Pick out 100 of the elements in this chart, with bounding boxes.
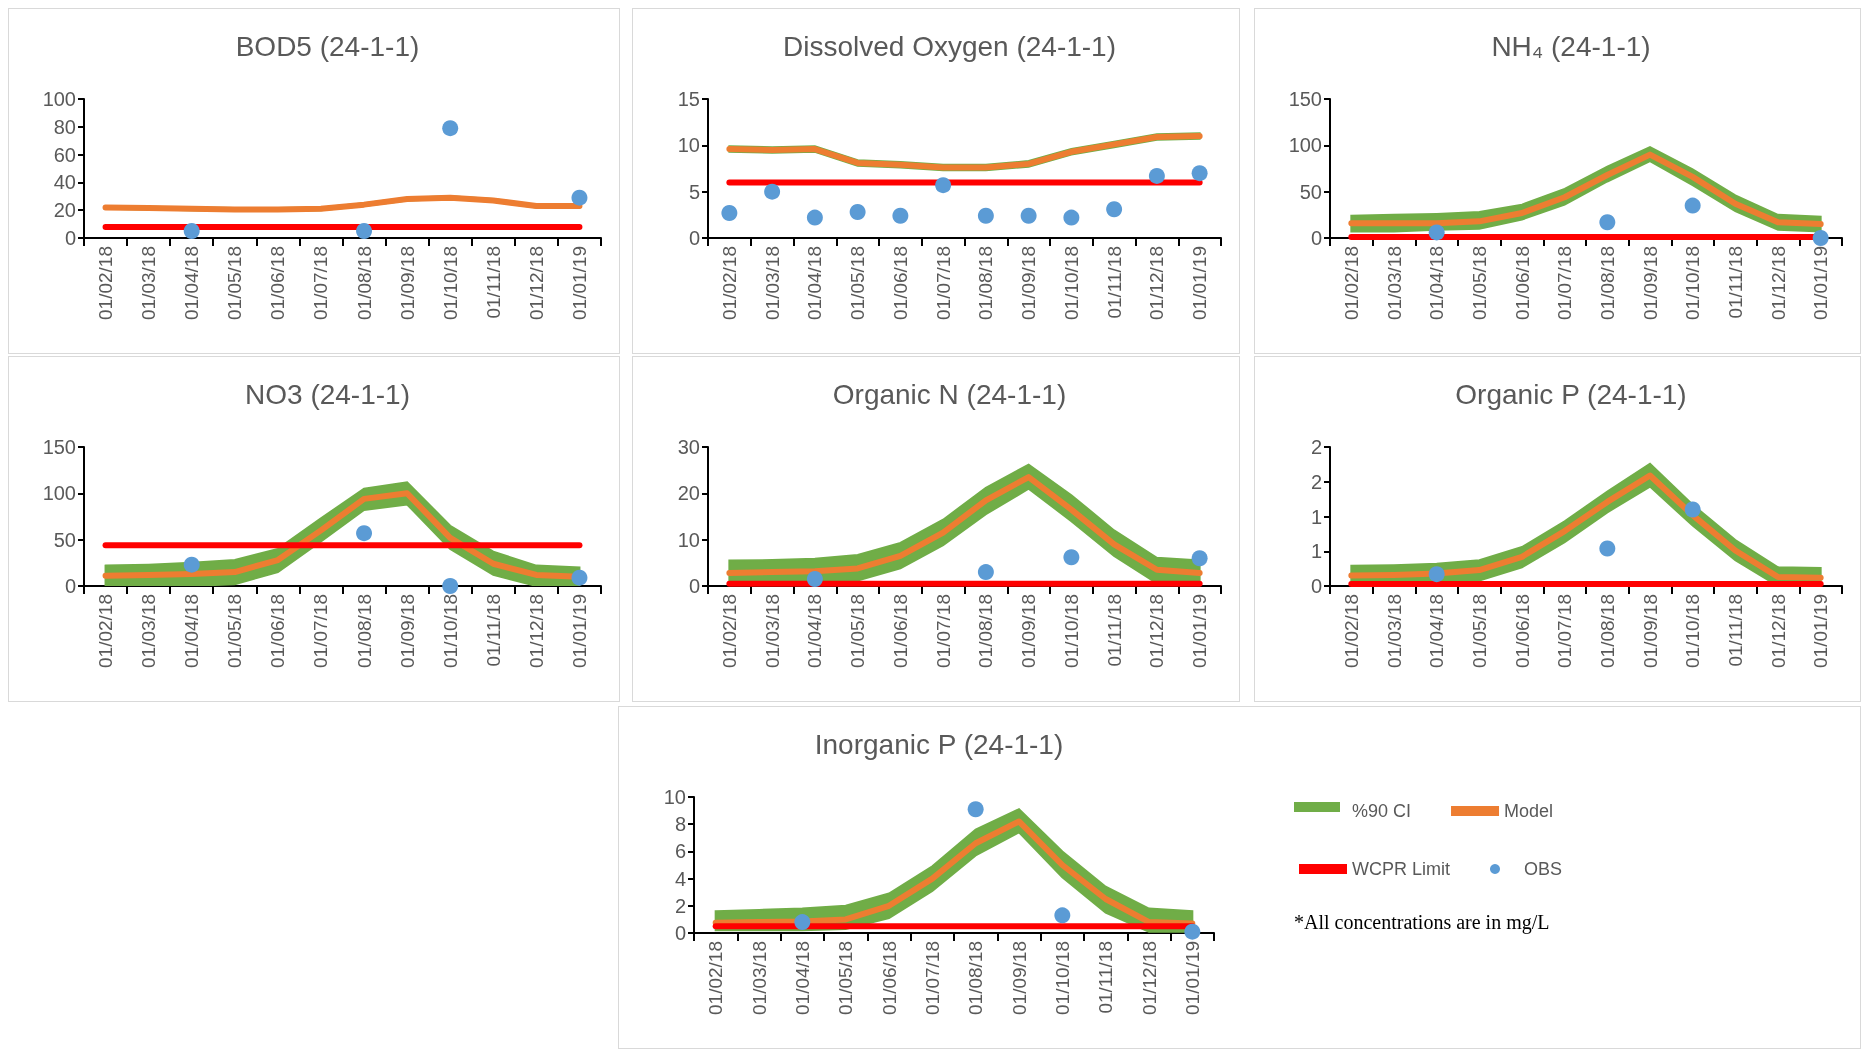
x-tick-label: 01/03/18 — [761, 246, 783, 320]
x-tick-label: 01/10/18 — [439, 594, 461, 668]
point — [806, 571, 823, 588]
x-tick-label: 01/03/18 — [138, 246, 160, 320]
y-tick-label: 150 — [42, 436, 76, 458]
x-tick-label: 01/04/18 — [804, 594, 826, 668]
x-tick-label: 01/09/18 — [396, 594, 418, 668]
point — [1812, 230, 1829, 246]
x-tick-label: 01/01/19 — [1189, 594, 1211, 668]
x-tick-label: 01/10/18 — [439, 246, 461, 320]
point — [356, 223, 373, 240]
point — [1063, 209, 1080, 226]
x-tick-label: 01/07/18 — [1554, 246, 1576, 320]
point — [806, 209, 823, 226]
x-tick-label: 01/09/18 — [1639, 246, 1661, 320]
x-tick-label: 01/05/18 — [224, 594, 246, 668]
x-tick-label: 01/03/18 — [138, 594, 160, 668]
x-tick-label: 01/05/18 — [835, 941, 857, 1015]
point — [1184, 923, 1201, 940]
point — [721, 204, 738, 221]
chart-title: NH₄ (24-1-1) — [1491, 30, 1651, 62]
point — [1191, 165, 1208, 182]
x-tick-label: 01/10/18 — [1060, 594, 1082, 668]
x-tick-label: 01/02/18 — [1340, 246, 1362, 320]
x-tick-label: 01/11/18 — [1724, 246, 1746, 319]
legend-label: Model — [1504, 801, 1554, 821]
x-tick-label: 01/01/19 — [568, 594, 590, 668]
x-tick-label: 01/04/18 — [1426, 594, 1448, 668]
x-tick-label: 01/09/18 — [1018, 246, 1040, 320]
x-tick-label: 01/05/18 — [847, 246, 869, 320]
x-tick-label: 01/12/18 — [1767, 594, 1789, 668]
point — [1106, 201, 1123, 218]
point — [356, 525, 373, 542]
y-tick-label: 100 — [42, 482, 76, 505]
x-tick-label: 01/07/18 — [932, 246, 954, 320]
x-tick-label: 01/08/18 — [975, 246, 997, 320]
point — [571, 189, 588, 206]
point — [1148, 167, 1165, 184]
point — [571, 569, 588, 586]
y-tick-label: 100 — [1288, 134, 1322, 157]
x-tick-label: 01/08/18 — [975, 594, 997, 668]
y-tick-label: 30 — [677, 436, 700, 458]
point — [977, 207, 994, 224]
x-tick-label: 01/11/18 — [482, 246, 504, 319]
x-tick-label: 01/07/18 — [1554, 594, 1576, 668]
y-tick-label: 50 — [53, 528, 76, 551]
y-tick-label: 150 — [1288, 88, 1322, 110]
y-tick-label: 2 — [1310, 436, 1322, 458]
y-tick-label: 0 — [64, 575, 76, 597]
point — [1428, 224, 1445, 241]
x-tick-label: 01/05/18 — [1468, 594, 1490, 668]
y-tick-label: 1 — [1310, 505, 1322, 528]
point — [1599, 540, 1616, 557]
point — [442, 578, 459, 594]
y-tick-label: 20 — [677, 482, 700, 505]
point — [1054, 907, 1071, 924]
x-tick-label: 01/12/18 — [1138, 941, 1160, 1015]
x-tick-label: 01/06/18 — [878, 941, 900, 1015]
y-tick-label: 8 — [674, 813, 686, 836]
x-tick-label: 01/10/18 — [1682, 594, 1704, 668]
x-tick-label: 01/08/18 — [1596, 594, 1618, 668]
y-tick-label: 4 — [674, 867, 686, 890]
y-tick-label: 100 — [42, 88, 76, 110]
x-tick-label: 01/06/18 — [889, 594, 911, 668]
point — [1063, 549, 1080, 566]
x-tick-label: 01/01/19 — [568, 246, 590, 320]
x-tick-label: 01/04/18 — [1426, 246, 1448, 320]
legend-title: %90 CI — [1352, 801, 1412, 821]
x-tick-label: 01/01/19 — [1810, 594, 1832, 668]
x-tick-label: 01/09/18 — [396, 246, 418, 320]
x-tick-label: 01/02/18 — [95, 246, 117, 320]
x-tick-label: 01/05/18 — [1468, 246, 1490, 320]
point — [849, 204, 866, 221]
x-tick-label: 01/03/18 — [1383, 594, 1405, 668]
x-tick-label: 01/09/18 — [1018, 594, 1040, 668]
x-tick-label: 01/01/19 — [1181, 941, 1203, 1015]
point — [1428, 566, 1445, 583]
x-tick-label: 01/11/18 — [1724, 594, 1746, 667]
x-tick-label: 01/04/18 — [181, 594, 203, 668]
y-tick-label: 6 — [674, 840, 686, 863]
point — [967, 801, 984, 818]
x-tick-label: 01/09/18 — [1639, 594, 1661, 668]
x-tick-label: 01/06/18 — [1511, 246, 1533, 320]
x-tick-label: 01/02/18 — [718, 246, 740, 320]
point — [1191, 550, 1208, 567]
chart-title: NO3 (24-1-1) — [245, 378, 410, 410]
y-tick-label: 2 — [674, 894, 686, 917]
x-tick-label: 01/05/18 — [224, 246, 246, 320]
x-tick-label: 01/03/18 — [761, 594, 783, 668]
x-tick-label: 01/03/18 — [1383, 246, 1405, 320]
point — [442, 120, 459, 137]
x-tick-label: 01/07/18 — [310, 246, 332, 320]
point — [1684, 197, 1701, 214]
x-tick-label: 01/06/18 — [267, 246, 289, 320]
chart-title: Organic N (24-1-1) — [832, 378, 1067, 410]
x-tick-label: 01/09/18 — [1008, 941, 1030, 1015]
x-tick-label: 01/06/18 — [1511, 594, 1533, 668]
y-tick-label: 5 — [688, 180, 700, 203]
x-tick-label: 01/12/18 — [1146, 246, 1168, 320]
x-tick-label: 01/12/18 — [1767, 246, 1789, 320]
